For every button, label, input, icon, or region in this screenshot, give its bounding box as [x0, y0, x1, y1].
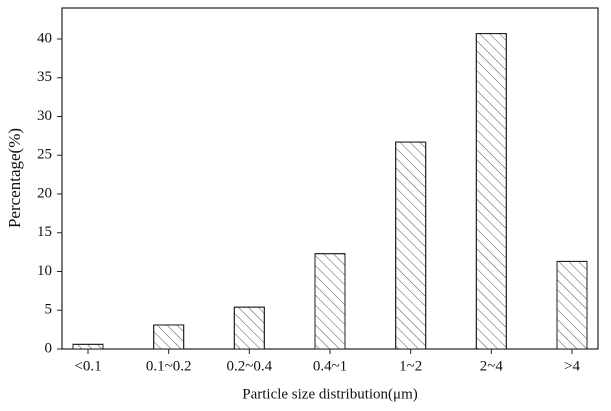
x-tick-label: <0.1 — [74, 358, 101, 374]
x-axis-label: Particle size distribution(μm) — [242, 386, 418, 402]
y-tick-label: 20 — [37, 185, 52, 201]
y-tick-label: 10 — [37, 263, 52, 279]
x-tick-label: 2~4 — [480, 358, 504, 374]
y-tick-label: 30 — [37, 108, 52, 124]
bar-hatch — [315, 254, 345, 349]
x-tick-label: >4 — [564, 358, 580, 374]
y-tick-label: 0 — [45, 340, 53, 356]
x-tick-label: 1~2 — [399, 358, 422, 374]
x-tick-label: 0.2~0.4 — [227, 358, 273, 374]
y-tick-label: 25 — [37, 147, 52, 163]
x-tick-label: 0.4~1 — [313, 358, 347, 374]
bar-hatch — [234, 307, 264, 349]
chart: Particle size distribution(μm) Percentag… — [0, 0, 611, 411]
bar-hatch — [73, 344, 103, 349]
y-tick-label: 15 — [37, 224, 52, 240]
y-axis-label: Percentage(%) — [5, 128, 24, 228]
bar-hatch — [557, 261, 587, 349]
bar-hatch — [154, 325, 184, 349]
bar-hatch — [476, 34, 506, 349]
y-tick-label: 5 — [45, 302, 53, 318]
x-tick-label: 0.1~0.2 — [146, 358, 192, 374]
y-tick-label: 40 — [37, 30, 52, 46]
y-tick-label: 35 — [37, 69, 52, 85]
bar-hatch — [396, 142, 426, 349]
